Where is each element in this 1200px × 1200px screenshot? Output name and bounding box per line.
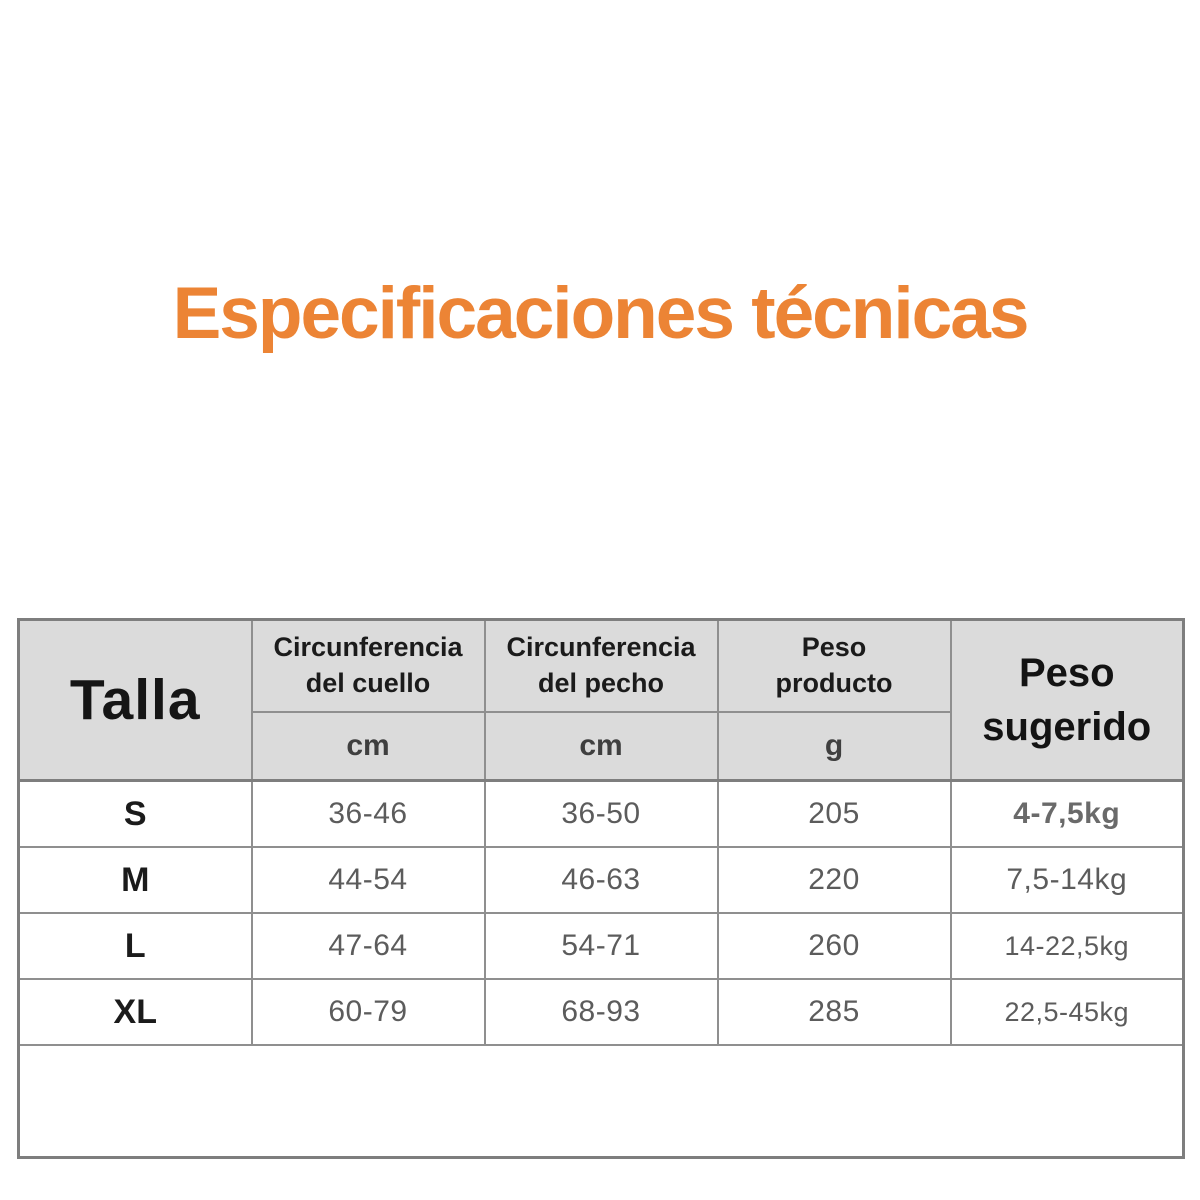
spec-table-body: S 36-46 36-50 205 4-7,5kg M 44-54 46-63 … (17, 779, 1185, 1159)
unit-product-weight-g: g (716, 711, 952, 782)
product-weight-cell: 285 (716, 978, 952, 1046)
suggested-weight-cell: 4-7,5kg (949, 779, 1185, 848)
header-suggested-weight: Peso sugerido (949, 618, 1185, 782)
chest-cell: 46-63 (483, 846, 719, 914)
table-row-m: M 44-54 46-63 220 7,5-14kg (17, 846, 1185, 914)
header-row-labels: Talla Circunferencia del cuello Circunfe… (17, 618, 1185, 782)
size-cell: M (17, 846, 253, 914)
product-weight-cell: 260 (716, 912, 952, 980)
size-cell: XL (17, 978, 253, 1046)
chest-cell: 68-93 (483, 978, 719, 1046)
unit-neck-cm: cm (250, 711, 486, 782)
header-neck-circumference: Circunferencia del cuello (250, 618, 486, 713)
header-size: Talla (17, 618, 253, 782)
spec-table: Talla Circunferencia del cuello Circunfe… (17, 618, 1185, 1159)
unit-chest-cm: cm (483, 711, 719, 782)
table-row-empty (17, 1044, 1185, 1159)
neck-cell: 47-64 (250, 912, 486, 980)
header-product-weight: Peso producto (716, 618, 952, 713)
spec-table-header: Talla Circunferencia del cuello Circunfe… (17, 618, 1185, 782)
empty-footer-cell (17, 1044, 1185, 1159)
table-row-l: L 47-64 54-71 260 14-22,5kg (17, 912, 1185, 980)
chest-cell: 54-71 (483, 912, 719, 980)
product-weight-cell: 205 (716, 779, 952, 848)
product-weight-cell: 220 (716, 846, 952, 914)
suggested-weight-cell: 7,5-14kg (949, 846, 1185, 914)
header-chest-circumference: Circunferencia del pecho (483, 618, 719, 713)
suggested-weight-cell: 22,5-45kg (949, 978, 1185, 1046)
neck-cell: 44-54 (250, 846, 486, 914)
suggested-weight-cell: 14-22,5kg (949, 912, 1185, 980)
size-cell: L (17, 912, 253, 980)
neck-cell: 36-46 (250, 779, 486, 848)
size-cell: S (17, 779, 253, 848)
chest-cell: 36-50 (483, 779, 719, 848)
table-row-s: S 36-46 36-50 205 4-7,5kg (17, 779, 1185, 848)
header-row-units: cm cm g (19, 711, 1184, 782)
page-title: Especificaciones técnicas (172, 273, 1030, 354)
neck-cell: 60-79 (250, 978, 486, 1046)
table-row-xl: XL 60-79 68-93 285 22,5-45kg (17, 978, 1185, 1046)
